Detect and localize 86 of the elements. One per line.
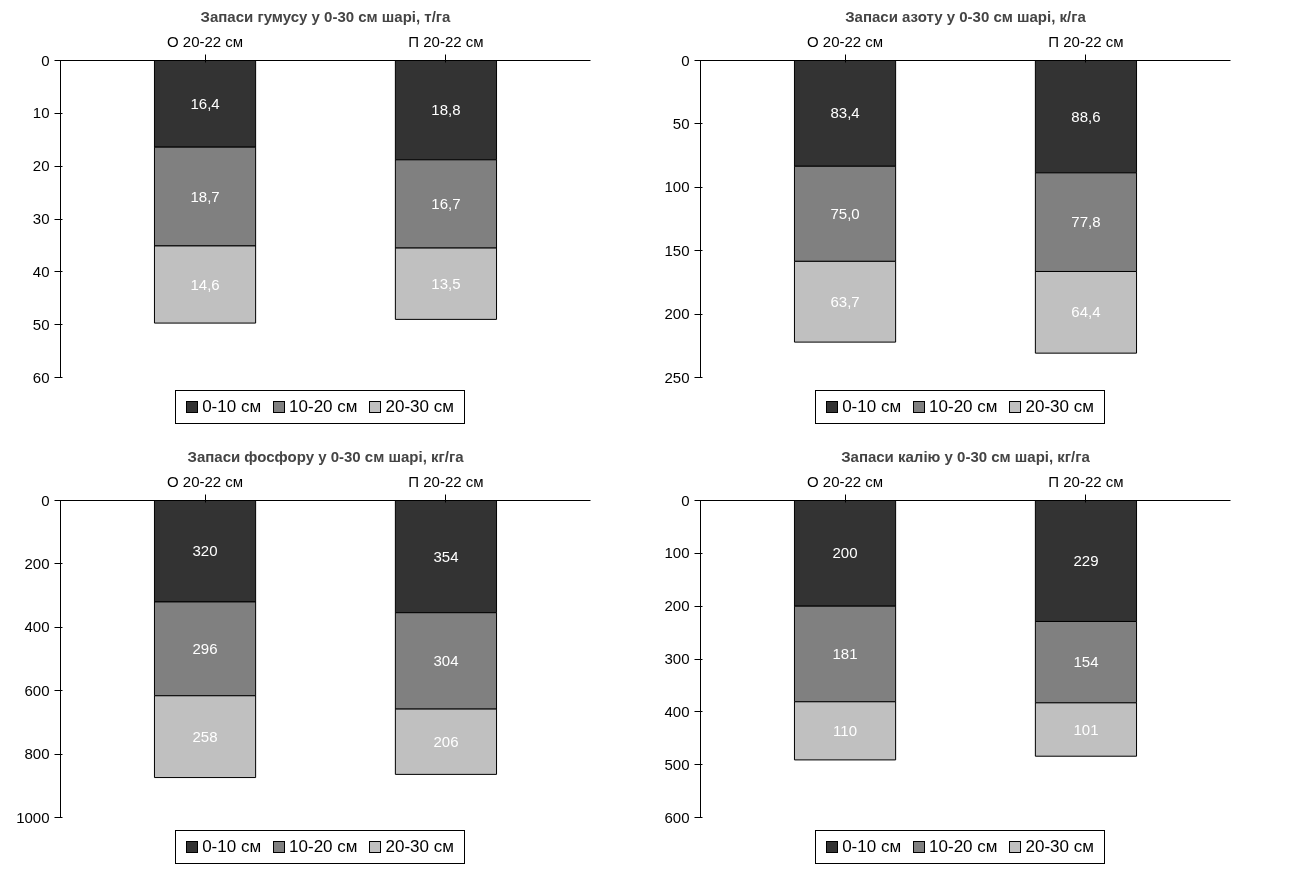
x-tick-label: П 20-22 см (408, 32, 484, 50)
y-tick-label: 100 (664, 544, 690, 562)
x-tick-label: О 20-22 см (166, 32, 244, 50)
data-label: 200 (832, 544, 858, 562)
y-tick-label: 50 (32, 315, 50, 333)
legend-item: 0-10 см (186, 835, 262, 860)
y-tick-label: 30 (32, 210, 50, 227)
legend-item: 0-10 см (186, 395, 262, 420)
y-tick-label: 150 (664, 241, 690, 259)
chart-title: Запаси калію у 0-30 см шарі, кг/га (841, 447, 1091, 465)
data-label: 229 (1073, 551, 1099, 569)
x-tick-label: П 20-22 см (408, 472, 484, 490)
y-tick-label: 600 (664, 808, 690, 826)
data-label: 16,4 (190, 94, 220, 112)
data-label: 354 (433, 547, 459, 565)
data-label: 18,7 (190, 187, 220, 205)
y-tick-label: 400 (24, 618, 50, 636)
chart-title: Запаси азоту у 0-30 см шарі, к/га (845, 7, 1087, 25)
legend-label: 10-20 см (289, 836, 358, 858)
legend-item: 20-30 см (369, 835, 454, 860)
y-tick-label: 0 (681, 491, 690, 509)
legend-label: 10-20 см (929, 396, 998, 418)
y-tick-label: 300 (664, 650, 690, 667)
x-tick-label: О 20-22 см (166, 472, 244, 490)
data-label: 63,7 (830, 292, 860, 310)
data-label: 75,0 (830, 204, 860, 222)
legend-item: 10-20 см (273, 835, 358, 860)
data-label: 64,4 (1071, 303, 1101, 321)
y-tick-label: 100 (664, 178, 690, 196)
x-tick-label: О 20-22 см (806, 32, 884, 50)
data-label: 304 (433, 651, 459, 669)
y-tick-label: 40 (32, 262, 50, 280)
legend-label: 20-30 см (1025, 396, 1094, 418)
legend-item: 20-30 см (369, 395, 454, 420)
y-tick-label: 0 (41, 51, 50, 69)
legend-label: 10-20 см (289, 396, 358, 418)
x-tick-label: П 20-22 см (1048, 472, 1124, 490)
y-tick-label: 10 (32, 104, 50, 122)
y-tick-label: 0 (41, 491, 50, 509)
y-tick-label: 20 (32, 157, 50, 175)
data-label: 154 (1073, 653, 1099, 671)
legend-label: 0-10 см (842, 836, 902, 858)
data-label: 14,6 (190, 275, 220, 293)
y-tick-label: 500 (664, 755, 690, 773)
legend-label: 0-10 см (202, 396, 262, 418)
y-tick-label: 250 (664, 368, 690, 386)
data-label: 320 (192, 542, 218, 560)
data-label: 18,8 (431, 101, 461, 119)
y-tick-label: 800 (24, 745, 50, 763)
legend-label: 20-30 см (1025, 836, 1094, 858)
legend-label: 10-20 см (929, 836, 998, 858)
chart-title: Запаси гумусу у 0-30 см шарі, т/га (200, 7, 452, 25)
legend-label: 0-10 см (842, 396, 902, 418)
chart-title: Запаси фосфору у 0-30 см шарі, кг/га (187, 447, 465, 465)
y-tick-label: 600 (24, 681, 50, 699)
legend-item: 0-10 см (826, 395, 902, 420)
y-tick-label: 0 (681, 51, 690, 69)
legend-item: 0-10 см (826, 835, 902, 860)
y-tick-label: 60 (32, 368, 50, 386)
data-label: 101 (1073, 720, 1099, 738)
legend-item: 10-20 см (913, 395, 998, 420)
data-label: 181 (832, 644, 858, 662)
data-label: 16,7 (431, 194, 461, 212)
legend-item: 20-30 см (1009, 835, 1094, 860)
legend-label: 20-30 см (385, 396, 454, 418)
x-tick-label: О 20-22 см (806, 472, 884, 490)
y-tick-label: 200 (664, 305, 690, 323)
y-tick-label: 50 (672, 114, 690, 132)
data-label: 83,4 (830, 104, 860, 122)
data-label: 88,6 (1071, 107, 1101, 125)
data-label: 13,5 (431, 274, 461, 292)
legend-item: 10-20 см (913, 835, 998, 860)
y-tick-label: 200 (664, 597, 690, 615)
data-label: 206 (433, 732, 459, 750)
legend-label: 20-30 см (385, 836, 454, 858)
data-label: 77,8 (1071, 213, 1101, 231)
y-tick-label: 400 (664, 702, 690, 720)
x-tick-label: П 20-22 см (1048, 32, 1124, 50)
data-label: 296 (192, 639, 218, 657)
legend-item: 10-20 см (273, 395, 358, 420)
data-label: 258 (192, 727, 218, 745)
y-tick-label: 1000 (16, 808, 50, 826)
legend-label: 0-10 см (202, 836, 262, 858)
y-tick-label: 200 (24, 554, 50, 572)
legend-item: 20-30 см (1009, 395, 1094, 420)
data-label: 110 (833, 721, 858, 739)
